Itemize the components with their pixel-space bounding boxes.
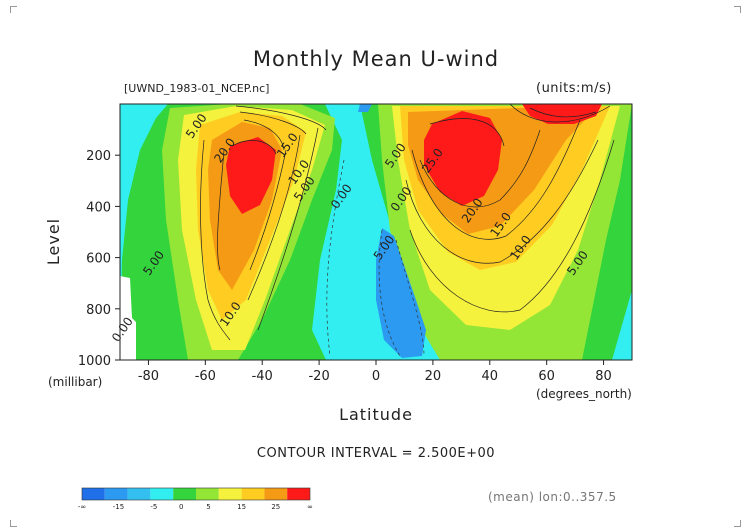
colorbar-swatch — [150, 488, 174, 500]
colorbar-label: 25 — [271, 503, 280, 511]
x-tick-label: 80 — [595, 369, 612, 384]
crop-mark-bottom-right — [734, 520, 741, 527]
x-tick-label: 0 — [372, 369, 380, 384]
region-easterly-low — [376, 228, 426, 358]
colorbar-swatch — [196, 488, 219, 500]
contour-line — [249, 149, 287, 271]
contour-line — [231, 140, 277, 155]
x-axis: -80 -60 -40 -20 0 20 40 60 80 — [138, 360, 612, 384]
region-missing-left — [120, 276, 136, 360]
x-tick-label: 40 — [482, 369, 499, 384]
region-jet-south-25 — [226, 137, 276, 214]
x-tick-label: 60 — [538, 369, 555, 384]
colorbar-swatch — [82, 488, 105, 500]
x-tick-label: -60 — [195, 369, 216, 384]
contour-line — [235, 105, 327, 131]
region-cyan-north-pole — [612, 290, 632, 360]
contour-line — [411, 119, 581, 240]
x-tick-label: -40 — [252, 369, 273, 384]
contour-line — [509, 103, 611, 123]
contour-line — [419, 129, 541, 208]
contour-line — [239, 111, 307, 135]
crop-mark-top-left — [10, 6, 17, 13]
x-tick-label: 20 — [425, 369, 442, 384]
x-axis-label: Latitude — [339, 405, 413, 424]
contour-line — [217, 149, 225, 271]
y-tick-label: 200 — [86, 149, 111, 164]
contour-lines-dashed — [326, 159, 425, 357]
contour-interval-note: CONTOUR INTERVAL = 2.500E+00 — [256, 446, 496, 461]
colorbar-swatch — [241, 488, 265, 500]
y-axis-unit: (millibar) — [48, 375, 103, 389]
colorbar-label: -∞ — [78, 503, 86, 511]
colorbar-label: 0 — [179, 503, 183, 511]
crop-mark-top-right — [734, 6, 741, 13]
colorbar: -∞ -15 -5 0 5 15 25 ∞ — [78, 487, 313, 511]
contour-line — [247, 134, 301, 301]
file-label: [UWND_1983-01_NCEP.nc] — [124, 82, 270, 95]
region-cyan-south — [120, 104, 168, 360]
colorbar-swatch — [104, 488, 128, 500]
units-label: (units:m/s) — [536, 81, 612, 96]
contour-line — [243, 119, 285, 151]
y-tick-label: 400 — [86, 200, 111, 215]
crop-mark-bottom-left — [10, 520, 17, 527]
colorbar-swatch — [173, 488, 196, 500]
colorbar-swatch — [264, 488, 288, 500]
y-tick-label: 1000 — [78, 354, 111, 369]
colorbar-label: 5 — [206, 503, 210, 511]
colorbar-swatch — [218, 488, 242, 500]
colorbar-label: -5 — [150, 503, 157, 511]
x-axis-unit: (degrees_north) — [536, 387, 632, 401]
contour-line — [409, 139, 615, 313]
colorbar-label: 15 — [237, 503, 246, 511]
contour-lines — [200, 103, 615, 341]
contour-line — [429, 118, 505, 147]
plot-area — [120, 104, 632, 360]
contour-line-negative — [395, 239, 425, 357]
region-easterly-top — [358, 104, 372, 112]
colorbar-label: -15 — [113, 503, 124, 511]
mean-note: (mean) lon:0..357.5 — [488, 490, 617, 504]
contour-line — [200, 139, 231, 341]
colorbar-label: ∞ — [307, 503, 313, 511]
colorbar-swatch — [127, 488, 151, 500]
contour-line-negative — [378, 229, 401, 357]
chart-title: Monthly Mean U-wind — [252, 47, 500, 71]
y-tick-label: 800 — [86, 303, 111, 318]
contour-line — [529, 107, 597, 118]
colorbar-frame — [81, 487, 311, 501]
colorbar-swatch — [287, 488, 310, 500]
contour-line-negative — [326, 159, 345, 357]
x-tick-label: -80 — [138, 369, 159, 384]
region-jet-polar-25 — [522, 104, 602, 124]
contour-line — [405, 139, 599, 264]
x-tick-label: -20 — [308, 369, 329, 384]
y-axis: 200 400 600 800 1000 — [78, 149, 120, 369]
contour-line — [257, 127, 319, 331]
region-jet-north-25 — [424, 111, 502, 206]
y-tick-label: 600 — [86, 252, 111, 267]
